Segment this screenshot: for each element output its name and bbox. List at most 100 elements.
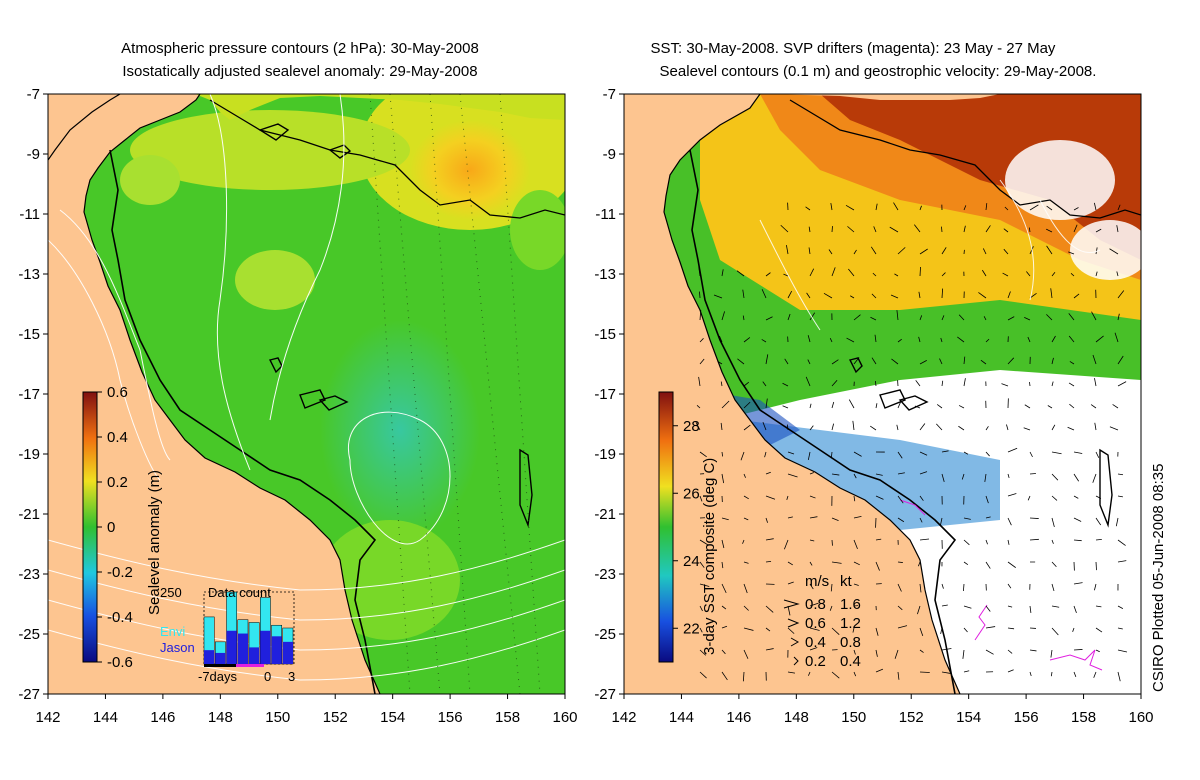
lon-tick-label: 160 <box>552 709 577 726</box>
velocity-unit-kt: kt <box>840 573 853 590</box>
right-lon-ticks: 142 144 146 148 150 152 154 156 158 160 <box>611 694 1154 726</box>
colorbar-tick-label: 0.4 <box>107 429 128 446</box>
lon-tick-label: 150 <box>841 709 866 726</box>
lat-tick-label: -13 <box>594 266 616 283</box>
inset-ymax-label: 250 <box>160 585 182 600</box>
sst-colorbar <box>658 391 674 663</box>
colorbar-tick-label: 22 <box>683 620 700 637</box>
lat-tick-label: -17 <box>594 386 616 403</box>
velocity-ms-value: 0.8 <box>805 596 826 613</box>
lat-tick-label: -19 <box>594 446 616 463</box>
velocity-unit-ms: m/s <box>805 573 829 590</box>
lon-tick-label: 154 <box>380 709 405 726</box>
lon-tick-label: 146 <box>726 709 751 726</box>
plot-credit: CSIRO Plotted 05-Jun-2008 08:35 <box>1150 463 1167 692</box>
jason-count-bar <box>204 650 215 664</box>
inset-x-label: 0 <box>264 669 271 684</box>
lon-tick-label: 156 <box>438 709 463 726</box>
jason-count-bar <box>249 647 260 664</box>
lon-tick-label: 156 <box>1014 709 1039 726</box>
lat-tick-label: -21 <box>18 506 40 523</box>
lon-tick-label: 146 <box>150 709 175 726</box>
lon-tick-label: 152 <box>323 709 348 726</box>
lon-tick-label: 148 <box>208 709 233 726</box>
jason-count-bar <box>271 636 282 664</box>
lat-tick-label: -23 <box>594 566 616 583</box>
lat-tick-label: -21 <box>594 506 616 523</box>
lon-tick-label: 144 <box>669 709 694 726</box>
jason-count-bar <box>226 630 237 664</box>
colorbar-tick-label: 24 <box>683 553 700 570</box>
sst-map <box>624 94 1141 694</box>
colorbar-tick-label: -0.2 <box>107 564 133 581</box>
velocity-ms-value: 0.4 <box>805 634 826 651</box>
colorbar-tick-label: 0 <box>107 519 115 536</box>
left-lon-ticks: 142 144 146 148 150 152 154 156 158 160 <box>35 694 578 726</box>
lat-tick-label: -19 <box>18 446 40 463</box>
right-lat-ticks: -7 -9 -11 -13 -15 -17 -19 -21 -23 -25 -27 <box>594 86 624 703</box>
lat-tick-label: -9 <box>27 146 40 163</box>
lon-tick-label: 144 <box>93 709 118 726</box>
velocity-arrow-icon <box>793 656 799 666</box>
lon-tick-label: 158 <box>495 709 520 726</box>
sealevel-anomaly-map <box>48 94 565 694</box>
lat-tick-label: -11 <box>595 206 616 223</box>
colorbar-tick-label: 26 <box>683 485 700 502</box>
velocity-legend: m/s kt 0.8 1.6 0.6 1.2 0.4 0.8 0.2 0.4 <box>783 573 861 670</box>
lat-tick-label: -9 <box>603 146 616 163</box>
colorbar-tick-label: -0.4 <box>107 609 133 626</box>
lon-tick-label: 154 <box>956 709 981 726</box>
inset-title: Data count <box>208 585 271 600</box>
velocity-kt-value: 1.2 <box>840 615 861 632</box>
lat-tick-label: -23 <box>18 566 40 583</box>
jason-count-bar <box>215 652 226 664</box>
colorbar-tick-label: -0.6 <box>107 654 133 671</box>
jason-count-bar <box>237 633 248 664</box>
inset-legend-jason: Jason <box>160 640 195 655</box>
right-title-line1: SST: 30-May-2008. SVP drifters (magenta)… <box>650 40 1056 57</box>
left-title-line1: Atmospheric pressure contours (2 hPa): 3… <box>121 40 479 57</box>
right-title-line2: Sealevel contours (0.1 m) and geostrophi… <box>659 63 1097 80</box>
velocity-kt-value: 0.8 <box>840 634 861 651</box>
inset-x-label: -7days <box>198 669 238 684</box>
sealevel-colorbar <box>82 391 98 663</box>
inset-x-label: 3 <box>288 669 295 684</box>
velocity-arrow-icon <box>790 637 800 647</box>
colorbar-tick-label: 0.6 <box>107 384 128 401</box>
colorbar-tick-label: 28 <box>683 418 700 435</box>
lon-tick-label: 160 <box>1128 709 1153 726</box>
lat-tick-label: -7 <box>603 86 616 103</box>
sst-colorbar-label: 3-day SST composite (deg C) <box>701 457 718 655</box>
lat-tick-label: -11 <box>19 206 40 223</box>
lat-tick-label: -15 <box>594 326 616 343</box>
left-title-line2: Isostatically adjusted sealevel anomaly:… <box>122 63 478 80</box>
lat-tick-label: -25 <box>594 626 616 643</box>
jason-count-bar <box>282 641 293 664</box>
velocity-ms-value: 0.2 <box>805 653 826 670</box>
lon-tick-label: 152 <box>899 709 924 726</box>
lon-tick-label: 158 <box>1071 709 1096 726</box>
lon-tick-label: 148 <box>784 709 809 726</box>
lat-tick-label: -27 <box>18 686 40 703</box>
lat-tick-label: -13 <box>18 266 40 283</box>
velocity-kt-value: 1.6 <box>840 596 861 613</box>
lat-tick-label: -15 <box>18 326 40 343</box>
velocity-kt-value: 0.4 <box>840 653 861 670</box>
velocity-arrow-icon <box>783 599 800 609</box>
lat-tick-label: -27 <box>594 686 616 703</box>
lat-tick-label: -25 <box>18 626 40 643</box>
lat-tick-label: -17 <box>18 386 40 403</box>
lon-tick-label: 142 <box>611 709 636 726</box>
left-lat-ticks: -7 -9 -11 -13 -15 -17 -19 -21 -23 -25 -27 <box>18 86 48 703</box>
velocity-ms-value: 0.6 <box>805 615 826 632</box>
sealevel-colorbar-label: Sealevel anomaly (m) <box>146 469 163 615</box>
velocity-arrow-icon <box>787 618 800 628</box>
lon-tick-label: 150 <box>265 709 290 726</box>
lon-tick-label: 142 <box>35 709 60 726</box>
inset-legend-envi: Envi <box>160 624 185 639</box>
colorbar-tick-label: 0.2 <box>107 474 128 491</box>
lat-tick-label: -7 <box>27 86 40 103</box>
jason-count-bar <box>260 630 271 664</box>
